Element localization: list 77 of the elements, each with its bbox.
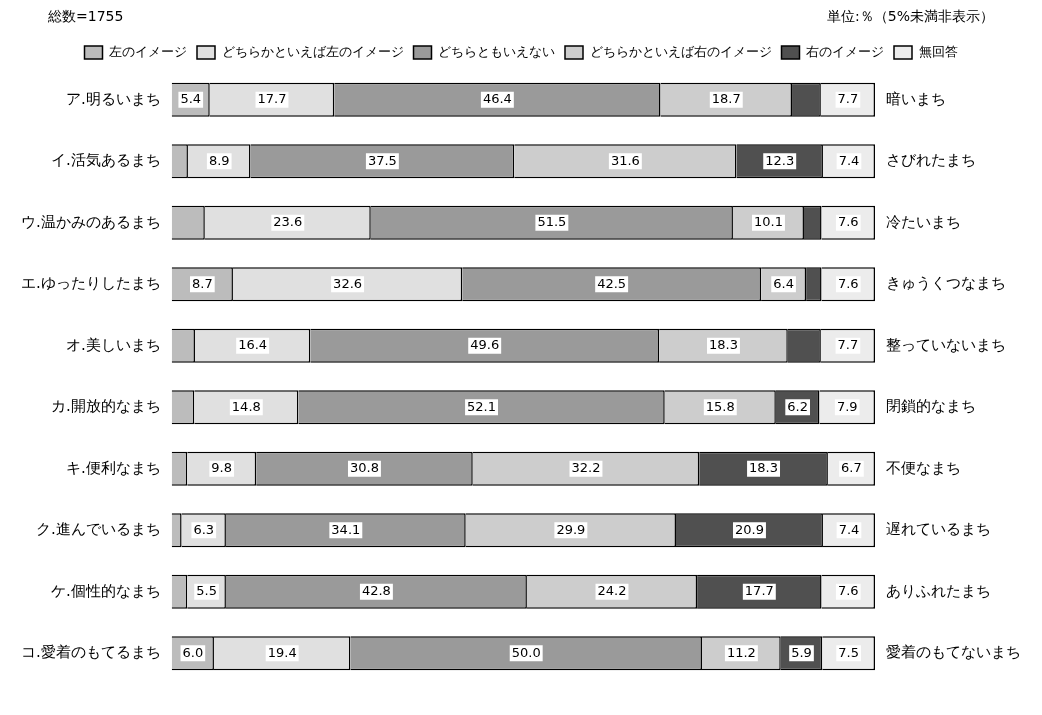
y-tick-label: カ.開放的なまち xyxy=(50,397,161,416)
data-label: 7.4 xyxy=(838,152,860,168)
data-label: 7.9 xyxy=(836,398,858,414)
data-label: 12.3 xyxy=(765,152,795,168)
data-label: 42.5 xyxy=(597,275,627,291)
data-label: 6.3 xyxy=(193,521,215,537)
y-tick-label: キ.便利なまち xyxy=(65,458,161,477)
data-label: 11.2 xyxy=(726,644,756,660)
y2-tick-label: 暗いまち xyxy=(886,89,946,108)
data-label: 29.9 xyxy=(556,521,586,537)
y-tick-label: ア.明るいまち xyxy=(65,89,161,108)
legend-label: どちらかといえば左のイメージ xyxy=(221,43,404,59)
data-label: 37.5 xyxy=(367,152,397,168)
data-label: 18.3 xyxy=(749,460,779,476)
data-label: 7.4 xyxy=(838,521,860,537)
legend-label: どちらともいえない xyxy=(438,43,555,59)
data-label: 49.6 xyxy=(470,337,500,353)
data-label: 5.9 xyxy=(791,644,812,660)
data-label: 10.1 xyxy=(753,214,783,230)
y-tick-label: コ.愛着のもてるまち xyxy=(20,643,161,662)
data-label: 6.7 xyxy=(841,460,862,476)
data-label: 15.8 xyxy=(705,398,735,414)
y2-tick-label: さびれたまち xyxy=(886,151,976,170)
y2-tick-label: ありふれたまち xyxy=(886,581,991,600)
y-tick-label: ウ.温かみのあるまち xyxy=(20,212,161,231)
data-label: 7.5 xyxy=(838,644,859,660)
data-label: 14.8 xyxy=(231,398,261,414)
data-label: 19.4 xyxy=(267,644,297,660)
data-label: 7.6 xyxy=(837,583,859,599)
data-label: 7.6 xyxy=(837,275,859,291)
legend-label: どちらかといえば右のイメージ xyxy=(589,43,772,59)
data-label: 30.8 xyxy=(349,460,379,476)
data-label: 52.1 xyxy=(467,398,497,414)
data-label: 8.7 xyxy=(192,275,213,291)
y-tick-label: エ.ゆったりしたまち xyxy=(20,274,161,293)
data-label: 9.8 xyxy=(211,460,233,476)
y2-tick-label: 整っていないまち xyxy=(886,335,1006,354)
data-label: 17.7 xyxy=(257,91,287,107)
data-label: 5.5 xyxy=(196,583,217,599)
y2-tick-label: 冷たいまち xyxy=(886,212,961,231)
data-label: 51.5 xyxy=(537,214,567,230)
data-label: 7.7 xyxy=(837,91,859,107)
text: 単位:％（5%未満非表示） xyxy=(827,8,994,26)
y-tick-label: ク.進んでいるまち xyxy=(35,520,161,539)
data-label: 6.4 xyxy=(773,275,794,291)
data-label: 17.7 xyxy=(744,583,774,599)
text: 総数=1755 xyxy=(48,8,124,26)
data-label: 6.0 xyxy=(182,644,204,660)
data-label: 20.9 xyxy=(735,521,764,537)
y-tick-label: イ.活気あるまち xyxy=(50,151,161,170)
data-label: 5.4 xyxy=(180,91,202,107)
legend-label: 無回答 xyxy=(918,43,958,59)
data-label: 7.7 xyxy=(837,337,859,353)
data-label: 8.9 xyxy=(208,152,230,168)
data-label: 46.4 xyxy=(482,91,512,107)
data-label: 42.8 xyxy=(361,583,391,599)
data-label: 24.2 xyxy=(597,583,627,599)
legend-label: 左のイメージ xyxy=(109,43,187,59)
data-label: 50.0 xyxy=(511,644,541,660)
data-label: 34.1 xyxy=(331,521,361,537)
data-label: 32.6 xyxy=(333,275,363,291)
data-label: 31.6 xyxy=(610,152,640,168)
data-label: 18.3 xyxy=(708,337,738,353)
data-label: 16.4 xyxy=(238,337,268,353)
y2-tick-label: 愛着のもてないまち xyxy=(886,643,1021,662)
y2-tick-label: 閉鎖的なまち xyxy=(886,397,976,416)
data-label: 32.2 xyxy=(571,460,601,476)
data-label: 23.6 xyxy=(273,214,303,230)
data-label: 18.7 xyxy=(711,91,741,107)
y2-tick-label: 遅れているまち xyxy=(886,520,991,539)
y-tick-label: オ.美しいまち xyxy=(65,335,161,354)
legend-label: 右のイメージ xyxy=(806,43,884,59)
data-label: 7.6 xyxy=(837,214,859,230)
data-label: 6.2 xyxy=(787,398,808,414)
y-tick-label: ケ.個性的なまち xyxy=(50,581,161,600)
y2-tick-label: 不便なまち xyxy=(886,458,961,477)
y2-tick-label: きゅうくつなまち xyxy=(886,274,1006,293)
